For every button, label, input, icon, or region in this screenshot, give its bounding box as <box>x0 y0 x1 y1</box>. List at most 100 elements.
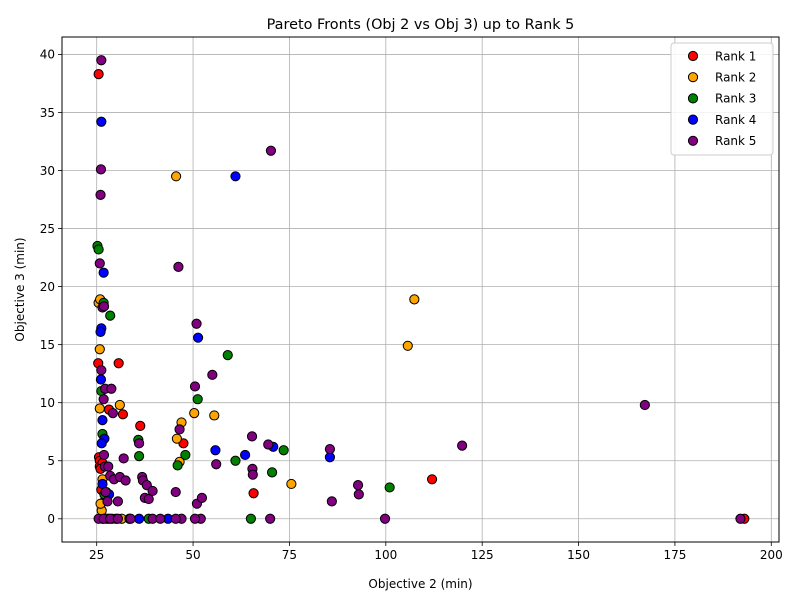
legend-box <box>670 42 774 156</box>
legend: Rank 1 Rank 2 Rank 3 Rank 4 Rank 5 <box>670 42 774 156</box>
point-rank-5 <box>265 513 276 524</box>
point-rank-4 <box>96 116 107 127</box>
axis-ticks: 25 50 75 100 125 150 175 200 0 5 10 15 20 25 30 35 40 <box>40 48 783 562</box>
point-rank-2 <box>114 399 125 411</box>
point-rank-3 <box>93 244 104 255</box>
point-rank-5 <box>735 513 746 524</box>
point-rank-5 <box>120 475 131 486</box>
point-rank-3 <box>222 349 233 361</box>
point-rank-3 <box>105 310 116 321</box>
y-tick-label: 40 <box>40 48 55 62</box>
point-rank-5 <box>112 496 123 507</box>
point-rank-5 <box>147 485 158 497</box>
point-rank-1 <box>135 420 146 432</box>
point-rank-5 <box>324 444 336 455</box>
legend-marker <box>687 93 699 104</box>
point-rank-5 <box>118 453 129 464</box>
point-rank-5 <box>379 513 391 524</box>
point-rank-5 <box>98 449 110 461</box>
point-rank-5 <box>189 381 201 392</box>
point-rank-5 <box>247 469 258 480</box>
x-tick-label: 100 <box>374 548 397 562</box>
point-rank-3 <box>245 513 256 524</box>
legend-label: Rank 3 <box>715 92 756 106</box>
point-rank-5 <box>95 189 106 200</box>
x-tick-label: 150 <box>567 548 590 562</box>
point-rank-5 <box>353 489 364 500</box>
y-tick-label: 15 <box>40 338 55 352</box>
point-rank-5 <box>191 318 202 329</box>
y-tick-label: 30 <box>40 164 55 178</box>
point-rank-5 <box>196 492 208 503</box>
point-rank-5 <box>211 459 222 470</box>
point-rank-5 <box>174 424 185 435</box>
point-rank-2 <box>409 294 420 305</box>
point-rank-5 <box>265 145 277 156</box>
y-tick-label: 0 <box>47 512 55 526</box>
legend-label: Rank 4 <box>715 113 756 127</box>
point-rank-4 <box>96 438 107 449</box>
point-rank-5 <box>106 383 117 394</box>
legend-marker <box>687 135 699 146</box>
point-rank-5 <box>96 365 107 376</box>
point-rank-5 <box>107 408 118 419</box>
point-rank-2 <box>402 340 413 351</box>
legend-label: Rank 1 <box>715 49 756 63</box>
y-tick-label: 10 <box>40 396 55 410</box>
legend-marker <box>687 114 699 125</box>
point-rank-5 <box>98 394 109 405</box>
x-axis-label: Objective 2 (min) <box>368 577 472 591</box>
legend-marker <box>687 50 699 62</box>
y-tick-label: 25 <box>40 222 55 236</box>
x-tick-label: 75 <box>282 548 297 562</box>
point-rank-5 <box>326 496 337 507</box>
point-rank-5 <box>457 440 468 451</box>
point-rank-4 <box>133 513 145 524</box>
point-rank-2 <box>286 478 297 490</box>
grid-lines <box>62 37 779 542</box>
point-rank-5 <box>98 301 110 312</box>
point-rank-1 <box>426 474 438 485</box>
point-rank-5 <box>170 513 181 524</box>
plot-frame <box>61 36 780 543</box>
point-rank-5 <box>143 493 154 505</box>
chart-title: Pareto Fronts (Obj 2 vs Obj 3) up to Ran… <box>267 17 575 33</box>
y-tick-label: 35 <box>40 106 55 120</box>
point-rank-5 <box>95 164 107 175</box>
point-rank-5 <box>94 258 105 269</box>
point-rank-5 <box>173 261 184 272</box>
point-rank-5 <box>133 438 145 449</box>
point-rank-3 <box>278 445 289 456</box>
point-rank-3 <box>266 467 278 478</box>
point-rank-5 <box>103 461 114 472</box>
point-rank-5 <box>246 431 258 442</box>
point-rank-5 <box>207 369 218 380</box>
x-tick-label: 125 <box>471 548 494 562</box>
point-rank-4 <box>95 326 106 337</box>
point-rank-1 <box>113 358 124 369</box>
legend-label: Rank 5 <box>715 134 756 148</box>
point-rank-5 <box>112 513 123 524</box>
x-tick-label: 25 <box>89 548 104 562</box>
point-rank-3 <box>230 455 241 466</box>
point-rank-3 <box>133 450 145 462</box>
x-tick-label: 200 <box>760 548 783 562</box>
point-rank-4 <box>192 332 204 343</box>
y-tick-label: 5 <box>47 454 55 468</box>
point-rank-4 <box>95 374 107 385</box>
y-tick-label: 20 <box>40 280 55 294</box>
x-tick-label: 175 <box>663 548 686 562</box>
point-rank-3 <box>384 482 395 493</box>
point-rank-3 <box>192 394 203 405</box>
y-axis-label: Objective 3 (min) <box>13 237 27 341</box>
point-rank-5 <box>100 486 111 498</box>
point-rank-5 <box>96 55 107 66</box>
point-rank-3 <box>172 460 183 471</box>
point-rank-2 <box>94 403 105 414</box>
point-rank-2 <box>171 171 182 182</box>
point-rank-4 <box>210 445 221 456</box>
point-rank-5 <box>189 513 201 524</box>
point-rank-5 <box>170 486 181 498</box>
point-rank-5 <box>263 439 274 450</box>
